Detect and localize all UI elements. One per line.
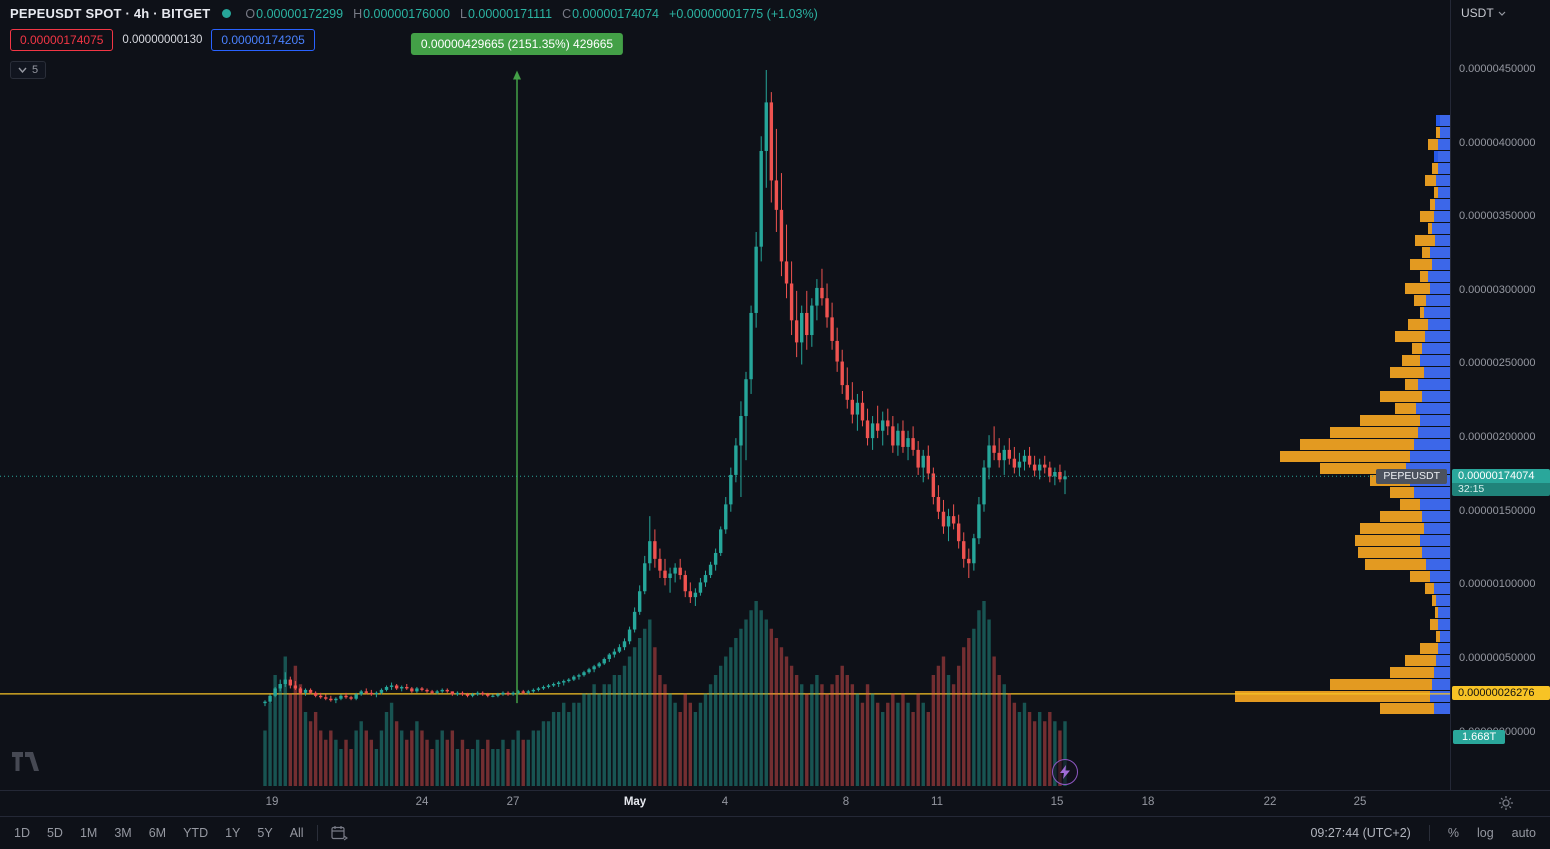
time-axis-label: 22 xyxy=(1263,796,1277,808)
percent-scale-button[interactable]: % xyxy=(1447,826,1459,840)
gear-icon xyxy=(1499,796,1513,810)
price-axis-label: 0.00000300000 xyxy=(1459,283,1536,296)
price-axis-label: 0.00000050000 xyxy=(1459,651,1536,664)
price-axis[interactable]: USDT 0.00000026276 0.00000174074 32:15 1… xyxy=(1450,0,1550,790)
chevron-down-icon xyxy=(1498,11,1506,16)
last-price-value: 0.00000174074 xyxy=(1452,469,1550,484)
market-status-dot xyxy=(222,9,232,18)
low-value: 0.00000171111 xyxy=(467,6,553,21)
alert-price-label[interactable]: 0.00000026276 xyxy=(1452,685,1550,700)
price-axis-label: 0.00000350000 xyxy=(1459,210,1536,223)
currency-dropdown[interactable]: USDT xyxy=(1461,6,1506,20)
candlestick-chart[interactable] xyxy=(0,0,1450,790)
low-label: L xyxy=(460,6,467,21)
sell-price-button[interactable]: 0.00000174075 xyxy=(10,29,114,51)
bar-countdown: 32:15 xyxy=(1452,483,1550,497)
symbol-price-tag: PEPEUSDT xyxy=(1376,469,1447,485)
divider xyxy=(316,825,318,841)
open-value: 0.00000172299 xyxy=(256,6,344,21)
close-value: 0.00000174074 xyxy=(572,6,660,21)
time-axis-label: 11 xyxy=(931,796,943,808)
indicators-collapse-chip[interactable]: 5 xyxy=(10,61,47,79)
flash-boost-button[interactable] xyxy=(1052,759,1078,785)
time-axis[interactable]: 19 24 27 May 4 8 11 15 18 22 25 xyxy=(0,790,1550,817)
lightning-icon xyxy=(1060,765,1070,779)
time-axis-label: 19 xyxy=(265,796,279,808)
range-button-5d[interactable]: 5D xyxy=(46,826,63,840)
time-axis-label: 27 xyxy=(506,796,520,808)
range-button-all[interactable]: All xyxy=(289,826,304,840)
chart-settings-button[interactable] xyxy=(1498,795,1514,816)
clock[interactable]: 09:27:44 (UTC+2) xyxy=(1310,826,1411,840)
divider xyxy=(1428,825,1430,841)
price-axis-label: 0.00000250000 xyxy=(1459,357,1536,370)
time-axis-label: 15 xyxy=(1050,796,1064,808)
time-axis-label: May xyxy=(623,796,647,808)
price-axis-label: 0.00000450000 xyxy=(1459,63,1536,75)
time-axis-label: 18 xyxy=(1141,796,1155,808)
go-to-date-button[interactable] xyxy=(330,825,348,841)
last-price-axis-label[interactable]: 0.00000174074 32:15 xyxy=(1452,469,1550,497)
range-button-1m[interactable]: 1M xyxy=(79,826,98,840)
range-button-5y[interactable]: 5Y xyxy=(257,826,273,840)
currency-label: USDT xyxy=(1461,6,1494,20)
time-axis-label: 25 xyxy=(1353,796,1367,808)
range-button-1d[interactable]: 1D xyxy=(14,826,30,840)
range-button-1y[interactable]: 1Y xyxy=(225,826,241,840)
auto-scale-button[interactable]: auto xyxy=(1511,826,1536,840)
spread-value: 0.00000000130 xyxy=(122,34,203,46)
ohlc-values: O 0.00000172299 H 0.00000176000 L 0.0000017… xyxy=(245,7,817,21)
tradingview-logo[interactable] xyxy=(12,752,42,776)
measure-tool-label[interactable]: 0.00000429665 (2151.35%) 429665 xyxy=(410,33,624,55)
range-button-ytd[interactable]: YTD xyxy=(183,826,209,840)
total-volume-label: 1.668T xyxy=(1453,730,1506,744)
change-value: +0.00000001775 (+1.03%) xyxy=(669,6,818,21)
price-axis-label: 0.00000100000 xyxy=(1459,578,1536,591)
chart-area[interactable]: PEPEUSDT SPOT · 4h · BITGET O 0.000001722… xyxy=(0,0,1450,790)
chart-legend: PEPEUSDT SPOT · 4h · BITGET O 0.000001722… xyxy=(10,6,818,79)
indicators-count: 5 xyxy=(32,64,39,76)
time-axis-label: 4 xyxy=(721,796,729,808)
close-label: C xyxy=(562,6,572,21)
high-label: H xyxy=(353,6,363,21)
range-button-6m[interactable]: 6M xyxy=(148,826,167,840)
price-axis-label: 0.00000150000 xyxy=(1459,504,1536,517)
price-axis-label: 0.00000400000 xyxy=(1459,136,1536,149)
chevron-down-icon xyxy=(18,67,27,73)
time-axis-label: 24 xyxy=(415,796,429,808)
bottom-toolbar: 1D 5D 1M 3M 6M YTD 1Y 5Y All 09:27:44 (UTC+2) % … xyxy=(0,816,1550,849)
open-label: O xyxy=(245,6,256,21)
date-range-buttons: 1D 5D 1M 3M 6M YTD 1Y 5Y All xyxy=(14,826,304,840)
log-scale-button[interactable]: log xyxy=(1476,826,1494,840)
calendar-icon xyxy=(330,826,348,841)
buy-price-button[interactable]: 0.00000174205 xyxy=(211,29,315,51)
high-value: 0.00000176000 xyxy=(363,6,450,21)
time-axis-label: 8 xyxy=(842,796,850,808)
symbol-title[interactable]: PEPEUSDT SPOT · 4h · BITGET xyxy=(10,6,211,21)
range-button-3m[interactable]: 3M xyxy=(114,826,132,840)
price-axis-label: 0.00000200000 xyxy=(1459,431,1536,444)
